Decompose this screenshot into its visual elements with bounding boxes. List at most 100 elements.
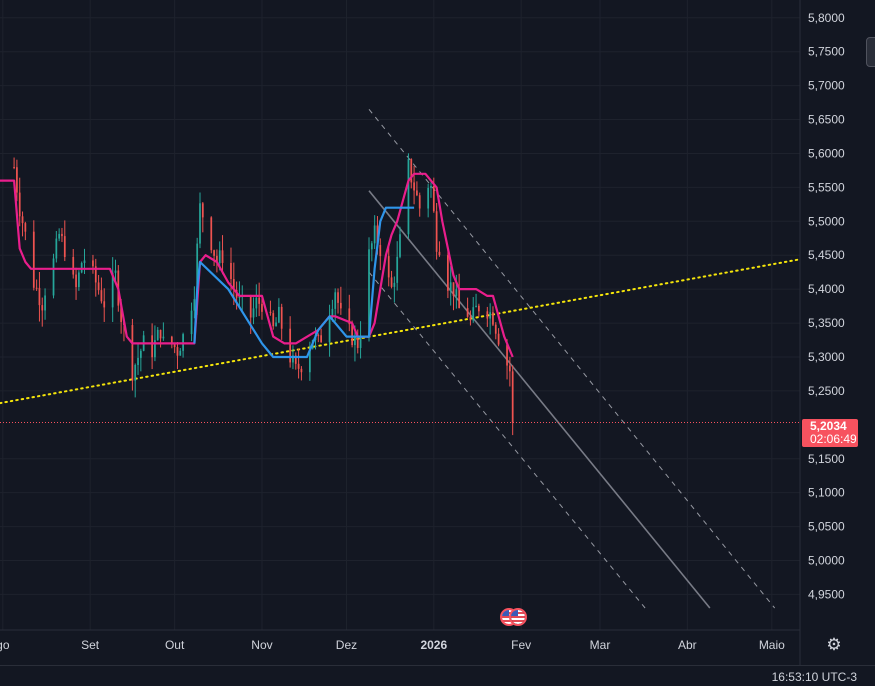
candle-body	[154, 340, 156, 358]
channel-lower-line	[368, 271, 646, 609]
candle-body	[478, 305, 480, 312]
gear-icon[interactable]: ⚙	[826, 635, 842, 654]
candle-body	[376, 225, 379, 246]
y-tick-label: 5,6500	[808, 113, 845, 127]
candle-body	[466, 308, 469, 317]
x-tick-label: Abr	[678, 638, 697, 652]
candle-body	[472, 307, 475, 321]
candle-body	[137, 357, 139, 365]
candle-body	[221, 250, 224, 263]
candle-body	[213, 250, 215, 256]
candle-body	[390, 277, 393, 287]
candle-body	[399, 234, 401, 257]
trendline	[0, 258, 801, 405]
candle-body	[230, 262, 232, 279]
y-tick-label: 4,9500	[808, 587, 845, 601]
candle-body	[78, 272, 80, 288]
candle-body	[289, 328, 292, 363]
x-tick-label: Mar	[590, 638, 611, 652]
trendline-layer	[0, 258, 801, 405]
y-tick-label: 5,4000	[808, 282, 845, 296]
x-axis: go Set Out Nov Dez 2026 Fev Mar Abr Maio	[0, 629, 800, 652]
candle-body	[354, 335, 356, 346]
candle-body	[506, 344, 508, 366]
grid	[0, 0, 800, 630]
candle-body	[430, 185, 432, 188]
candle-body	[396, 256, 399, 283]
candle-body	[317, 335, 320, 337]
candle-body	[139, 350, 142, 358]
y-tick-label: 5,0500	[808, 520, 845, 534]
candle-body	[210, 217, 213, 251]
x-tick-label: Set	[81, 638, 100, 652]
candle-body	[32, 231, 35, 288]
candle-body	[489, 312, 492, 319]
candle-body	[151, 335, 153, 358]
candle-body	[199, 203, 201, 244]
candle-body	[297, 363, 300, 369]
candle-body	[272, 313, 275, 327]
us-flag-icon[interactable]	[509, 608, 527, 626]
bottom-bar: 16:53:10 UTC-3	[0, 665, 875, 686]
y-tick-label: 5,4500	[808, 248, 845, 262]
x-tick-label: Fev	[511, 638, 531, 652]
indicator-lines-layer	[0, 172, 514, 359]
clock[interactable]: 16:53:10 UTC-3	[771, 670, 857, 684]
x-tick-label: Out	[165, 638, 185, 652]
y-tick-label: 5,5500	[808, 180, 845, 194]
y-tick-label: 5,8000	[808, 11, 845, 25]
candle-body	[447, 255, 449, 291]
candle-body	[92, 260, 94, 267]
y-tick-label: 5,3000	[808, 350, 845, 364]
candle-body	[300, 368, 303, 373]
candle-body	[275, 322, 277, 327]
candle-body	[292, 355, 294, 363]
candle-body	[373, 225, 376, 244]
y-tick-label: 5,1500	[808, 452, 845, 466]
y-tick-label: 5,3500	[808, 316, 845, 330]
candle-body	[356, 335, 359, 348]
candle-body	[280, 306, 283, 329]
candle-body	[359, 336, 362, 348]
candle-body	[114, 270, 117, 273]
candle-body	[83, 260, 86, 264]
scale-handle-button[interactable]	[866, 37, 875, 67]
candle-body	[418, 195, 421, 209]
candle-body	[173, 343, 176, 348]
candle-body	[72, 256, 75, 275]
candle-body	[156, 329, 159, 341]
candle-body	[339, 302, 342, 309]
candle-body	[294, 355, 297, 364]
candle-body	[413, 182, 415, 191]
candle-body	[494, 324, 497, 334]
economic-event-marker[interactable]	[500, 608, 534, 628]
candle-body	[486, 311, 489, 319]
candle-body	[449, 282, 452, 291]
candle-body	[44, 295, 46, 311]
x-tick-label: Maio	[759, 638, 785, 652]
candle-body	[432, 185, 435, 212]
candle-body	[497, 333, 500, 345]
candle-body	[63, 236, 66, 257]
candle-body	[58, 233, 61, 239]
candle-body	[21, 216, 24, 224]
candle-body	[435, 211, 438, 252]
candle-body	[218, 250, 221, 264]
x-tick-label: Dez	[336, 638, 357, 652]
candle-body	[475, 305, 477, 308]
candle-body	[258, 297, 261, 304]
candle-body	[452, 282, 455, 296]
candle-body	[320, 335, 322, 343]
price-chart[interactable]: 5,8000 5,7500 5,7000 5,6500 5,6000 5,5500 5,50…	[0, 0, 875, 665]
candle-body	[427, 187, 430, 209]
candle-body	[100, 290, 103, 302]
candle-body	[469, 316, 472, 321]
y-tick-label: 5,5000	[808, 214, 845, 228]
channel-layer	[368, 109, 776, 609]
candle-body	[97, 282, 100, 291]
candle-body	[308, 348, 311, 373]
y-tick-label: 5,6000	[808, 146, 845, 160]
candle-body	[348, 308, 351, 325]
candle-body	[393, 282, 396, 287]
x-tick-label: 2026	[420, 638, 447, 652]
